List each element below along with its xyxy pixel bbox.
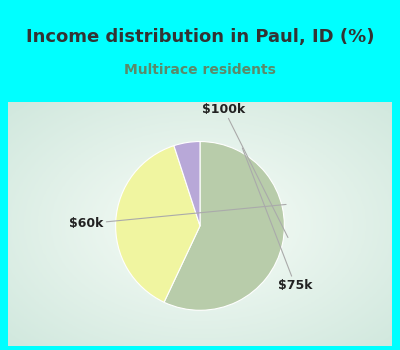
Text: Income distribution in Paul, ID (%): Income distribution in Paul, ID (%) [26,28,374,46]
Wedge shape [164,141,284,310]
Text: $60k: $60k [69,204,286,230]
Wedge shape [116,146,200,302]
Text: Multirace residents: Multirace residents [124,63,276,77]
Text: $75k: $75k [242,148,312,292]
Wedge shape [174,141,200,226]
Text: $100k: $100k [202,103,288,238]
